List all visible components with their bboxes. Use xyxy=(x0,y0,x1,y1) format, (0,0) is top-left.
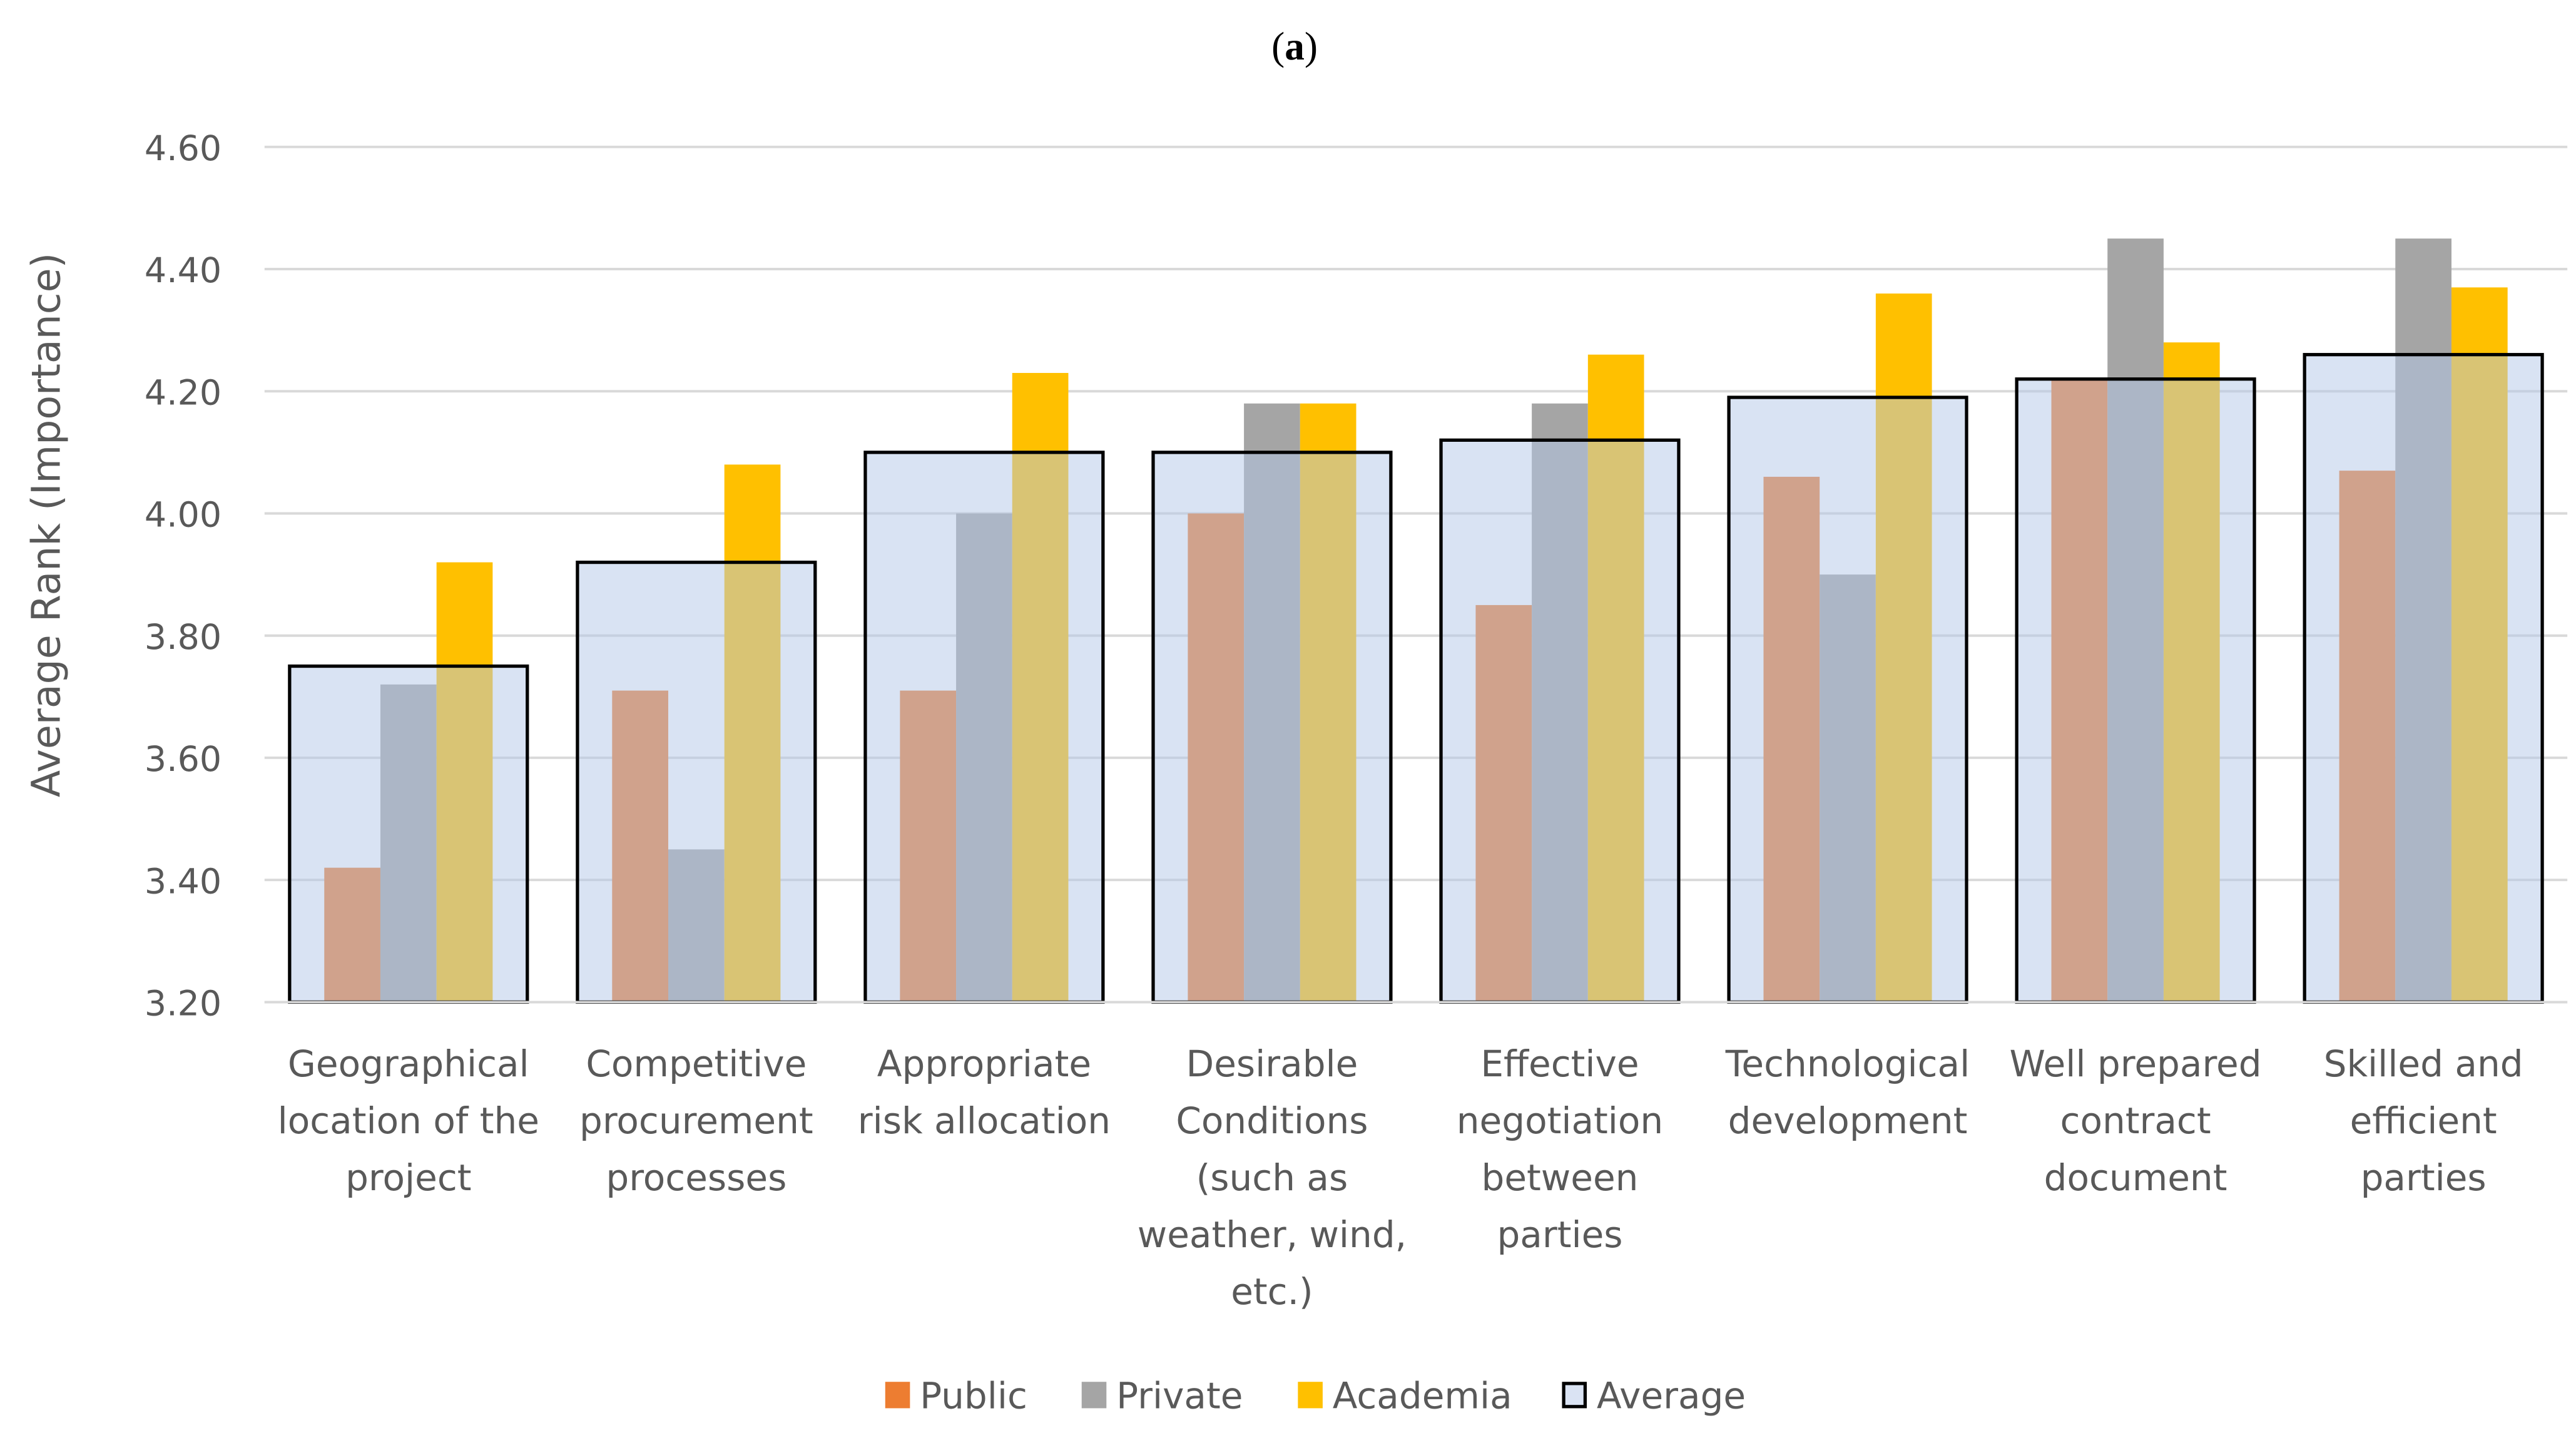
y-tick-label: 3.40 xyxy=(145,862,221,902)
x-tick-label: document xyxy=(2044,1156,2227,1199)
x-axis-labels: Geographical location of the project Compet… xyxy=(278,1043,2523,1313)
x-tick-label: contract xyxy=(2060,1099,2211,1142)
bar-average xyxy=(576,560,817,1004)
y-tick-label: 3.20 xyxy=(145,984,221,1024)
x-tick-label: negotiation xyxy=(1457,1099,1663,1142)
x-tick-label: procurement xyxy=(579,1099,813,1142)
x-tick-label: parties xyxy=(2361,1156,2487,1199)
legend-item-average: Average xyxy=(1562,1374,1746,1417)
x-tick-label: efficient xyxy=(2350,1099,2497,1142)
legend: Public Private Academia Average xyxy=(885,1374,1746,1417)
bar-average xyxy=(1439,438,1681,1004)
y-tick-label: 3.80 xyxy=(145,618,221,658)
legend-item-private: Private xyxy=(1081,1374,1243,1417)
x-tick-label: weather, wind, xyxy=(1138,1213,1407,1256)
x-tick-label: Desirable xyxy=(1186,1043,1358,1085)
y-tick-label: 3.60 xyxy=(145,740,221,780)
x-tick-label: Appropriate xyxy=(877,1043,1091,1085)
bar-average xyxy=(863,451,1105,1004)
legend-item-public: Public xyxy=(885,1374,1027,1417)
x-tick-label: Technological xyxy=(1725,1043,1970,1085)
x-tick-label: processes xyxy=(606,1156,787,1199)
chart-title: (a) xyxy=(1271,24,1318,68)
x-tick-label: development xyxy=(1728,1099,1968,1142)
x-tick-label: (such as xyxy=(1196,1156,1348,1199)
legend-swatch xyxy=(1562,1382,1587,1409)
bar-average xyxy=(1727,395,1968,1004)
y-tick-label: 4.20 xyxy=(145,373,221,413)
y-axis-ticks: 3.20 3.40 3.60 3.80 4.00 4.20 4.40 4.60 xyxy=(145,129,221,1024)
bar-average xyxy=(1151,451,1393,1004)
legend-label: Academia xyxy=(1333,1374,1512,1417)
legend-label: Private xyxy=(1116,1374,1243,1417)
x-tick-label: Conditions xyxy=(1176,1099,1368,1142)
y-tick-label: 4.40 xyxy=(145,251,221,291)
x-tick-label: etc.) xyxy=(1231,1270,1313,1313)
legend-swatch xyxy=(1298,1382,1323,1409)
bar-average xyxy=(2303,353,2544,1004)
x-tick-label: Effective xyxy=(1480,1043,1639,1085)
x-tick-label: Geographical xyxy=(288,1043,529,1085)
x-tick-label: project xyxy=(345,1156,471,1199)
bar-average xyxy=(2015,377,2256,1004)
x-tick-label: parties xyxy=(1497,1213,1622,1256)
y-tick-label: 4.60 xyxy=(145,129,221,169)
bar-average xyxy=(288,664,529,1004)
x-tick-label: Well prepared xyxy=(2010,1043,2262,1085)
x-tick-label: between xyxy=(1482,1156,1639,1199)
x-tick-label: Competitive xyxy=(586,1043,807,1085)
x-tick-label: Skilled and xyxy=(2324,1043,2523,1085)
legend-swatch xyxy=(885,1382,910,1409)
average-boxes xyxy=(288,353,2544,1004)
legend-label: Average xyxy=(1597,1374,1746,1417)
x-tick-label: location of the xyxy=(278,1099,539,1142)
y-axis-label: Average Rank (Importance) xyxy=(23,253,69,797)
x-tick-label: risk allocation xyxy=(858,1099,1111,1142)
legend-swatch xyxy=(1081,1382,1107,1409)
legend-item-academia: Academia xyxy=(1298,1374,1512,1417)
legend-label: Public xyxy=(920,1374,1027,1417)
y-tick-label: 4.00 xyxy=(145,496,221,536)
